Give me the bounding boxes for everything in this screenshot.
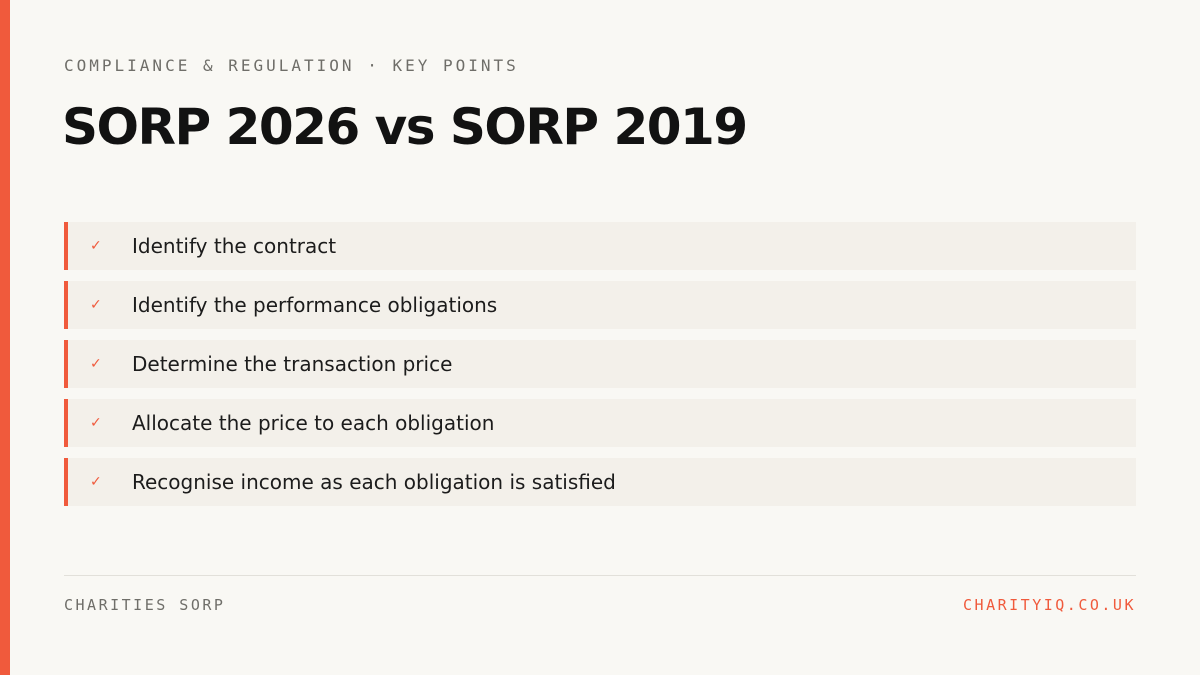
left-accent-bar (0, 0, 10, 675)
check-icon: ✓ (90, 415, 102, 431)
key-point-item: ✓ Determine the transaction price (64, 340, 1136, 388)
key-points-list: ✓ Identify the contract ✓ Identify the p… (64, 222, 1136, 517)
key-point-text: Identify the contract (132, 234, 337, 258)
check-icon: ✓ (90, 474, 102, 490)
key-point-item: ✓ Allocate the price to each obligation (64, 399, 1136, 447)
check-icon: ✓ (90, 356, 102, 372)
key-point-text: Allocate the price to each obligation (132, 411, 495, 435)
key-point-item: ✓ Identify the contract (64, 222, 1136, 270)
section-eyebrow: COMPLIANCE & REGULATION · KEY POINTS (64, 56, 519, 75)
slide-title: SORP 2026 vs SORP 2019 (62, 98, 748, 156)
check-icon: ✓ (90, 297, 102, 313)
key-point-item: ✓ Identify the performance obligations (64, 281, 1136, 329)
footer-divider (64, 575, 1136, 576)
key-point-item: ✓ Recognise income as each obligation is… (64, 458, 1136, 506)
footer-series-label: CHARITIES SORP (64, 596, 226, 614)
footer-website-link[interactable]: CHARITYIQ.CO.UK (963, 596, 1136, 614)
key-point-text: Determine the transaction price (132, 352, 453, 376)
key-point-text: Recognise income as each obligation is s… (132, 470, 616, 494)
check-icon: ✓ (90, 238, 102, 254)
key-point-text: Identify the performance obligations (132, 293, 498, 317)
